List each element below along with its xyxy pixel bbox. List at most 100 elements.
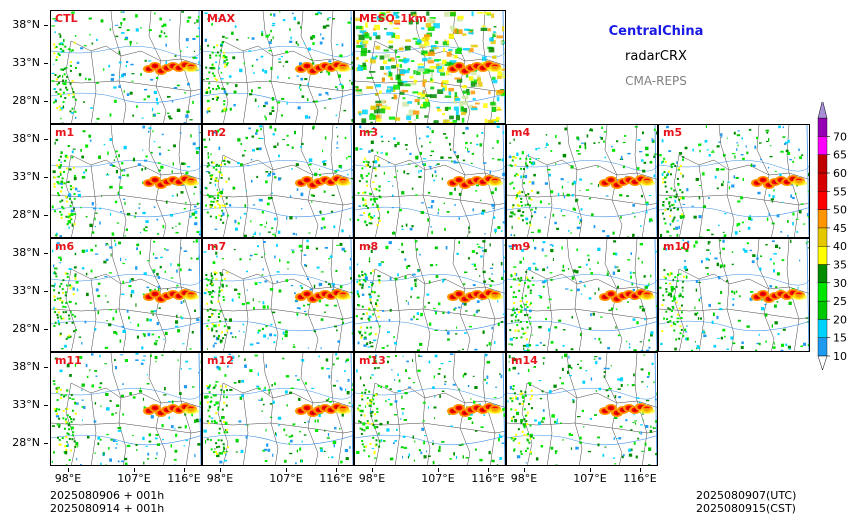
panel-m14: m14 (506, 352, 658, 466)
colorbar-segment (817, 337, 828, 357)
lat-tick-label: 28°N (0, 322, 48, 335)
panel-label: m8 (359, 240, 379, 253)
panel-m10: m10 (658, 238, 810, 352)
panel-m13: m13 (354, 352, 506, 466)
lat-tick-label: 33°N (0, 56, 48, 69)
radar-map (203, 239, 353, 351)
panel-label: m9 (511, 240, 531, 253)
init-time-utc: 2025080906 + 001h (50, 489, 165, 502)
lon-tick-label: 98°E (500, 468, 548, 485)
radar-map (355, 11, 505, 123)
colorbar-segment (817, 172, 828, 192)
panel-max: MAX (202, 10, 354, 124)
colorbar: 10 15 20 25 30 35 40 45 50 55 60 65 70 (817, 102, 847, 371)
colorbar-segment (817, 319, 828, 338)
lon-tick-label: 107°E (414, 468, 462, 485)
panel-label: m10 (663, 240, 690, 253)
panel-m11: m11 (50, 352, 202, 466)
radar-map (355, 239, 505, 351)
product-title: radarCRX (625, 49, 687, 64)
colorbar-extend-high (817, 102, 828, 119)
radar-map (51, 125, 201, 237)
panel-label: m11 (55, 354, 82, 367)
colorbar-segment (817, 117, 828, 137)
lon-tick-label: 98°E (196, 468, 244, 485)
radar-map (51, 11, 201, 123)
lat-tick-label: 28°N (0, 436, 48, 449)
colorbar-tick-label: 35 (833, 259, 847, 272)
panel-label: m12 (207, 354, 234, 367)
lon-tick-label: 107°E (566, 468, 614, 485)
panel-label: m1 (55, 126, 75, 139)
colorbar-tick-label: 10 (833, 350, 847, 363)
panel-m8: m8 (354, 238, 506, 352)
radar-map (355, 125, 505, 237)
colorbar-tick-label: 55 (833, 185, 847, 198)
panel-m9: m9 (506, 238, 658, 352)
lon-tick-label: 116°E (312, 468, 360, 485)
valid-time-cst: 2025080915(CST) (696, 502, 796, 515)
lon-tick-label: 116°E (616, 468, 664, 485)
lon-tick-label: 116°E (464, 468, 512, 485)
colorbar-segment (817, 191, 828, 210)
colorbar-segment (817, 136, 828, 155)
system-title: CMA-REPS (625, 74, 687, 88)
panel-label: m7 (207, 240, 227, 253)
panel-label: MAX (207, 12, 235, 25)
radar-map (355, 353, 505, 465)
colorbar-tick-label: 45 (833, 222, 847, 235)
lat-tick-label: 38°N (0, 360, 48, 373)
panel-m1: m1 (50, 124, 202, 238)
lon-tick-label: 98°E (348, 468, 396, 485)
panel-m5: m5 (658, 124, 810, 238)
colorbar-tick-label: 30 (833, 277, 847, 290)
panel-m4: m4 (506, 124, 658, 238)
radar-map (507, 353, 657, 465)
panel-label: m14 (511, 354, 538, 367)
panel-label: m5 (663, 126, 683, 139)
radar-map (203, 353, 353, 465)
region-title: CentralChina (608, 24, 704, 39)
panel-ctl: CTL (50, 10, 202, 124)
colorbar-segment (817, 209, 828, 229)
colorbar-tick-label: 25 (833, 295, 847, 308)
lon-tick-label: 116°E (160, 468, 208, 485)
colorbar-segment (817, 282, 828, 302)
lat-tick-label: 28°N (0, 208, 48, 221)
panel-label: MESO_1km (359, 12, 427, 25)
colorbar-extend-low (817, 355, 828, 371)
panel-meso_1km: MESO_1km (354, 10, 506, 124)
radar-map (507, 125, 657, 237)
colorbar-segment (817, 264, 828, 283)
lat-tick-label: 38°N (0, 18, 48, 31)
radar-map (507, 239, 657, 351)
radar-map (51, 353, 201, 465)
lat-tick-label: 38°N (0, 132, 48, 145)
radar-map (659, 239, 809, 351)
lat-tick-label: 33°N (0, 398, 48, 411)
colorbar-segment (817, 245, 828, 265)
panel-m7: m7 (202, 238, 354, 352)
lat-tick-label: 28°N (0, 94, 48, 107)
panel-label: m4 (511, 126, 531, 139)
lon-tick-label: 107°E (110, 468, 158, 485)
colorbar-segment (817, 154, 828, 174)
title-block: CentralChina radarCRX CMA-REPS (586, 23, 726, 89)
colorbar-tick-label: 50 (833, 204, 847, 217)
lat-tick-label: 33°N (0, 170, 48, 183)
radar-map (203, 11, 353, 123)
panel-label: m6 (55, 240, 75, 253)
colorbar-tick-label: 70 (833, 130, 847, 143)
lon-tick-label: 107°E (262, 468, 310, 485)
colorbar-tick-label: 15 (833, 332, 847, 345)
colorbar-segment (817, 300, 828, 320)
panel-m12: m12 (202, 352, 354, 466)
lat-tick-label: 33°N (0, 284, 48, 297)
colorbar-tick-label: 65 (833, 149, 847, 162)
colorbar-tick-label: 40 (833, 240, 847, 253)
colorbar-tick-label: 60 (833, 167, 847, 180)
lon-tick-label: 98°E (44, 468, 92, 485)
radar-map (51, 239, 201, 351)
panel-m6: m6 (50, 238, 202, 352)
init-time: 2025080906 + 001h 2025080914 + 001h (50, 489, 164, 515)
